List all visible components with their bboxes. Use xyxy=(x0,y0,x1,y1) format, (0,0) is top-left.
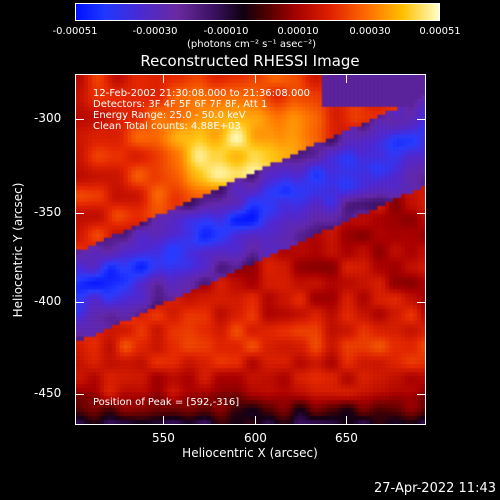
colorbar-tick-label: 0.00030 xyxy=(349,26,391,37)
colorbar-tick-label: -0.00030 xyxy=(132,26,178,37)
y-tick-label: -300 xyxy=(34,111,62,125)
y-tick-mark xyxy=(417,119,425,120)
y-tick-mark xyxy=(76,302,84,303)
y-axis-label: Heliocentric Y (arcsec) xyxy=(11,182,25,318)
reconstructed-image[interactable] xyxy=(76,75,425,424)
x-tick-mark xyxy=(346,75,347,83)
x-tick-mark xyxy=(255,416,256,424)
peak-position: Position of Peak = [592,-316] xyxy=(93,397,240,408)
y-tick-mark xyxy=(76,119,84,120)
plot-title: Reconstructed RHESSI Image xyxy=(140,52,360,70)
x-tick-label: 650 xyxy=(335,431,358,445)
y-tick-mark xyxy=(417,394,425,395)
colorbar-tick-label: 0.00010 xyxy=(277,26,319,37)
info-clean-counts: Clean Total counts: 4.88E+03 xyxy=(93,121,241,132)
info-energy-range: Energy Range: 25.0 - 50.0 keV xyxy=(93,110,246,121)
x-axis-label: Heliocentric X (arcsec) xyxy=(182,446,318,460)
x-tick-label: 600 xyxy=(244,431,267,445)
y-tick-label: -350 xyxy=(34,205,62,219)
y-tick-label: -450 xyxy=(34,386,62,400)
timestamp: 27-Apr-2022 11:43 xyxy=(374,481,496,496)
y-tick-mark xyxy=(417,213,425,214)
colorbar-tick-label: 0.00051 xyxy=(419,26,461,37)
y-tick-mark xyxy=(76,213,84,214)
y-tick-mark xyxy=(417,302,425,303)
x-tick-mark xyxy=(163,75,164,83)
y-tick-label: -400 xyxy=(34,294,62,308)
x-tick-mark xyxy=(346,416,347,424)
info-detectors: Detectors: 3F 4F 5F 6F 7F 8F, Att 1 xyxy=(93,99,268,110)
colorbar-units: (photons cm⁻² s⁻¹ asec⁻²) xyxy=(187,39,317,50)
colorbar-gradient xyxy=(76,4,439,20)
colorbar-tick-label: -0.00010 xyxy=(203,26,249,37)
x-tick-mark xyxy=(255,75,256,83)
colorbar-tick-label: -0.00051 xyxy=(52,26,98,37)
colorbar xyxy=(75,3,440,21)
image-plot[interactable] xyxy=(75,74,426,425)
y-tick-mark xyxy=(76,394,84,395)
x-tick-mark xyxy=(163,416,164,424)
info-time-range: 12-Feb-2002 21:30:08.000 to 21:36:08.000 xyxy=(93,88,311,99)
x-tick-label: 550 xyxy=(152,431,175,445)
